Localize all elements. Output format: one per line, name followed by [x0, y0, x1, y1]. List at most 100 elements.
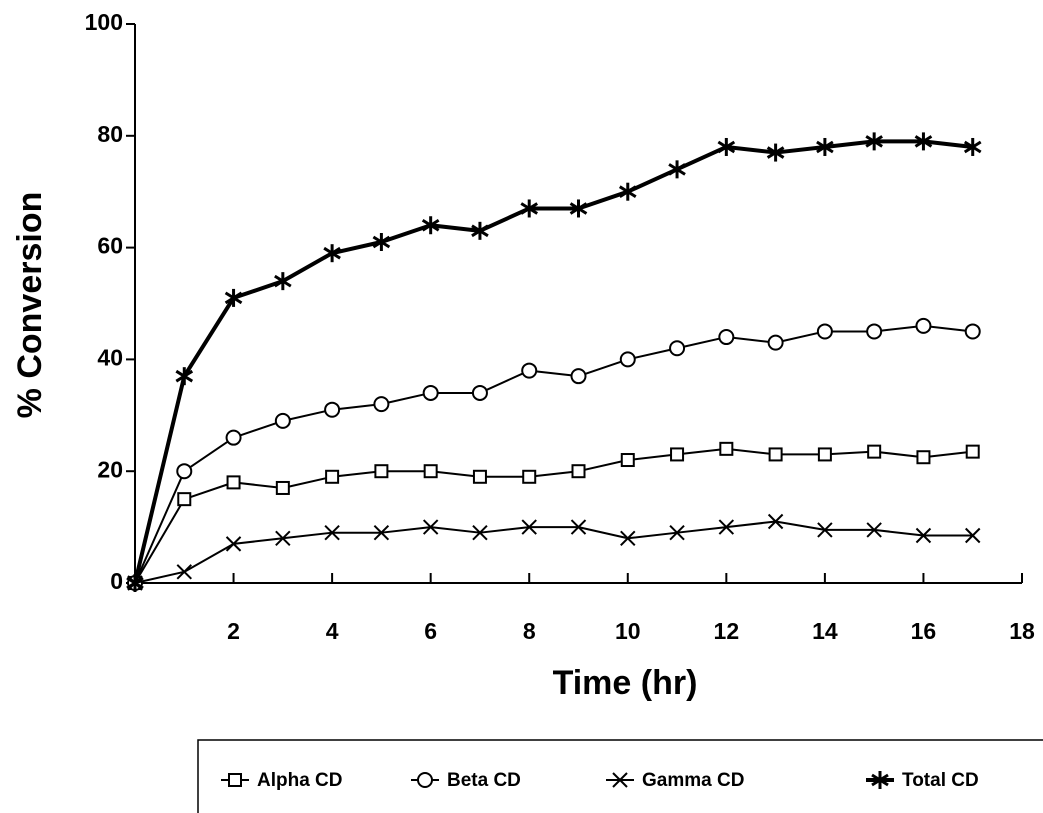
- marker: [669, 160, 685, 178]
- marker: [819, 448, 831, 460]
- series-line: [135, 449, 973, 583]
- marker-shape: [622, 454, 634, 466]
- marker-shape: [277, 482, 289, 494]
- series-line: [135, 522, 973, 583]
- marker: [374, 397, 388, 411]
- legend-label: Gamma CD: [642, 770, 744, 791]
- marker: [867, 324, 881, 338]
- marker-shape: [966, 324, 980, 338]
- marker: [770, 448, 782, 460]
- x-tick-label: 14: [812, 618, 838, 644]
- y-tick-label: 60: [97, 233, 123, 259]
- marker: [818, 324, 832, 338]
- legend-label: Beta CD: [447, 770, 521, 791]
- marker-shape: [867, 324, 881, 338]
- marker: [670, 341, 684, 355]
- marker: [621, 352, 635, 366]
- marker-shape: [425, 465, 437, 477]
- marker: [868, 446, 880, 458]
- marker: [719, 330, 733, 344]
- marker-shape: [424, 386, 438, 400]
- marker-shape: [473, 386, 487, 400]
- marker: [572, 369, 586, 383]
- x-axis-title: Time (hr): [553, 664, 698, 702]
- marker-shape: [228, 476, 240, 488]
- marker-shape: [374, 397, 388, 411]
- marker: [425, 465, 437, 477]
- marker-shape: [474, 471, 486, 483]
- marker-shape: [720, 443, 732, 455]
- marker-shape: [229, 774, 241, 786]
- chart: Time (hr) % Conversion 0 20 40 60 80 100 2 4 6 8 1…: [0, 0, 1043, 813]
- x-tick-label: 16: [911, 618, 937, 644]
- marker-shape: [177, 464, 191, 478]
- marker-shape: [621, 352, 635, 366]
- x-tick-label: 2: [227, 618, 240, 644]
- marker-shape: [522, 364, 536, 378]
- marker-shape: [818, 324, 832, 338]
- marker-shape: [326, 471, 338, 483]
- marker: [177, 565, 191, 579]
- marker-shape: [325, 403, 339, 417]
- y-axis-title: % Conversion: [11, 192, 49, 419]
- y-tick-label: 80: [97, 121, 123, 147]
- series-line: [135, 326, 973, 583]
- marker: [228, 476, 240, 488]
- marker: [326, 471, 338, 483]
- marker: [227, 431, 241, 445]
- y-tick-label: 0: [110, 568, 123, 594]
- marker: [917, 451, 929, 463]
- marker-shape: [418, 773, 432, 787]
- marker: [671, 448, 683, 460]
- marker-shape: [227, 431, 241, 445]
- legend-label: Alpha CD: [257, 770, 343, 791]
- marker-shape: [572, 369, 586, 383]
- marker: [277, 482, 289, 494]
- x-tick-label: 18: [1009, 618, 1035, 644]
- marker: [325, 403, 339, 417]
- legend-label: Total CD: [902, 770, 979, 791]
- y-tick-label: 40: [97, 344, 123, 370]
- marker: [622, 454, 634, 466]
- marker: [424, 386, 438, 400]
- marker-shape: [670, 341, 684, 355]
- marker: [769, 336, 783, 350]
- marker: [916, 319, 930, 333]
- marker: [375, 465, 387, 477]
- marker-shape: [573, 465, 585, 477]
- x-tick-label: 6: [424, 618, 437, 644]
- series-line: [135, 141, 973, 583]
- marker-shape: [917, 451, 929, 463]
- marker-shape: [967, 446, 979, 458]
- marker: [418, 773, 432, 787]
- x-tick-label: 10: [615, 618, 641, 644]
- marker-shape: [868, 446, 880, 458]
- x-tick-label: 4: [326, 618, 339, 644]
- marker-shape: [770, 448, 782, 460]
- marker: [474, 471, 486, 483]
- marker: [178, 493, 190, 505]
- marker: [523, 471, 535, 483]
- marker: [573, 465, 585, 477]
- x-tick-label: 12: [714, 618, 740, 644]
- marker: [473, 386, 487, 400]
- y-tick-label: 100: [85, 9, 123, 35]
- marker-shape: [769, 336, 783, 350]
- y-tick-label: 20: [97, 456, 123, 482]
- x-tick-label: 8: [523, 618, 536, 644]
- marker-shape: [819, 448, 831, 460]
- marker: [522, 364, 536, 378]
- marker-shape: [375, 465, 387, 477]
- marker-shape: [276, 414, 290, 428]
- marker-shape: [719, 330, 733, 344]
- marker: [229, 774, 241, 786]
- marker: [276, 414, 290, 428]
- marker: [966, 324, 980, 338]
- marker: [177, 464, 191, 478]
- marker: [967, 446, 979, 458]
- marker-shape: [916, 319, 930, 333]
- marker-shape: [671, 448, 683, 460]
- marker: [720, 443, 732, 455]
- marker-shape: [523, 471, 535, 483]
- marker-shape: [178, 493, 190, 505]
